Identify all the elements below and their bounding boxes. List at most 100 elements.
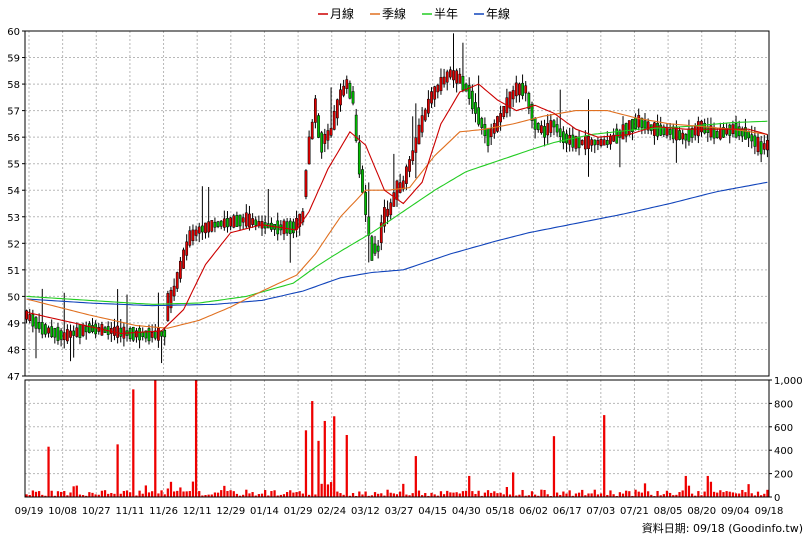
volume-bar — [690, 493, 694, 497]
volume-bar — [66, 495, 69, 497]
candle-body — [527, 92, 531, 109]
candle-body — [216, 221, 220, 228]
volume-bar — [703, 491, 706, 497]
candle-body — [386, 208, 389, 217]
candle-body — [502, 106, 506, 117]
volume-bar — [348, 495, 352, 497]
candle-body — [364, 192, 367, 215]
volume-bar — [34, 491, 38, 497]
candle-body — [753, 135, 757, 147]
candle-body — [339, 89, 342, 106]
volume-bar — [282, 494, 286, 497]
volume-bar — [744, 492, 747, 497]
volume-bar — [223, 485, 226, 497]
volume-tick-label: 400 — [774, 446, 793, 457]
volume-bars — [25, 380, 769, 497]
volume-bar — [103, 490, 107, 497]
candle-body — [722, 127, 725, 138]
candle-body — [185, 241, 189, 256]
candle-body — [678, 130, 681, 140]
volume-bar — [232, 491, 235, 497]
candle-body — [131, 326, 135, 341]
price-tick-label: 58 — [7, 80, 20, 91]
volume-bar — [480, 495, 483, 497]
volume-bar — [198, 491, 201, 497]
candle-body — [433, 86, 437, 100]
candle-body — [540, 125, 543, 134]
price-tick-label: 59 — [7, 54, 20, 65]
candle-body — [436, 84, 440, 93]
candle-body — [653, 122, 656, 136]
volume-bar — [116, 444, 119, 497]
candle-body — [392, 192, 396, 207]
volume-bar — [502, 494, 505, 497]
volume-bar — [141, 493, 144, 497]
candle-body — [147, 328, 151, 342]
volume-bar — [464, 490, 468, 497]
candle-body — [612, 134, 615, 142]
candle-body — [373, 243, 377, 254]
volume-bar — [213, 492, 217, 497]
price-tick-label: 48 — [7, 345, 20, 356]
candle-body — [169, 289, 173, 309]
date-tick-label: 11/26 — [149, 506, 178, 517]
candle-body — [552, 120, 556, 128]
volume-bar — [72, 486, 75, 497]
candle-body — [583, 135, 587, 150]
volume-bar — [637, 491, 640, 497]
candle-body — [640, 117, 644, 128]
volume-bar — [606, 494, 609, 497]
candle-body — [518, 83, 521, 96]
candle-body — [313, 98, 317, 123]
candle-body — [411, 150, 415, 162]
candle-body — [492, 123, 496, 134]
candle-body — [458, 73, 462, 84]
candle-body — [555, 124, 559, 133]
volume-bar — [323, 420, 326, 497]
date-tick-label: 12/29 — [216, 506, 245, 517]
candle-body — [367, 216, 371, 236]
volume-bar — [157, 493, 160, 497]
volume-bar — [656, 490, 659, 497]
volume-bar — [455, 492, 458, 497]
volume-bar — [515, 495, 518, 497]
volume-bar — [392, 493, 395, 497]
volume-bar — [129, 492, 132, 497]
candle-body — [207, 221, 211, 233]
candle-body — [401, 180, 405, 190]
volume-bar — [725, 491, 728, 497]
volume-bar — [461, 491, 465, 497]
volume-bar — [56, 491, 60, 497]
candle-body — [335, 99, 339, 119]
volume-bar — [100, 490, 104, 497]
volume-bar — [747, 484, 750, 497]
candle-body — [728, 124, 732, 136]
candle-body — [439, 77, 443, 92]
candle-body — [634, 117, 637, 129]
candle-body — [499, 113, 502, 123]
candle-body — [430, 91, 433, 104]
candle-body — [78, 324, 82, 338]
candle-body — [370, 236, 374, 261]
candle-body — [675, 127, 678, 141]
volume-bar — [69, 492, 72, 497]
candle-body — [122, 326, 126, 339]
volume-bar — [760, 495, 763, 497]
volume-bar — [618, 492, 622, 497]
volume-bar — [402, 483, 405, 497]
volume-bar — [694, 495, 697, 497]
date-tick-label: 02/24 — [317, 506, 346, 517]
candle-body — [229, 217, 233, 227]
candle-body — [251, 218, 254, 225]
volume-bar — [634, 489, 637, 497]
volume-bar — [411, 493, 414, 497]
volume-bar — [486, 490, 490, 497]
candle-body — [715, 131, 719, 138]
volume-bar — [668, 492, 672, 497]
volume-bar — [716, 492, 719, 497]
candle-body — [357, 142, 361, 175]
volume-bar — [204, 494, 207, 497]
candle-body — [188, 230, 192, 246]
candle-body — [44, 324, 47, 335]
plot-frames — [24, 30, 770, 498]
